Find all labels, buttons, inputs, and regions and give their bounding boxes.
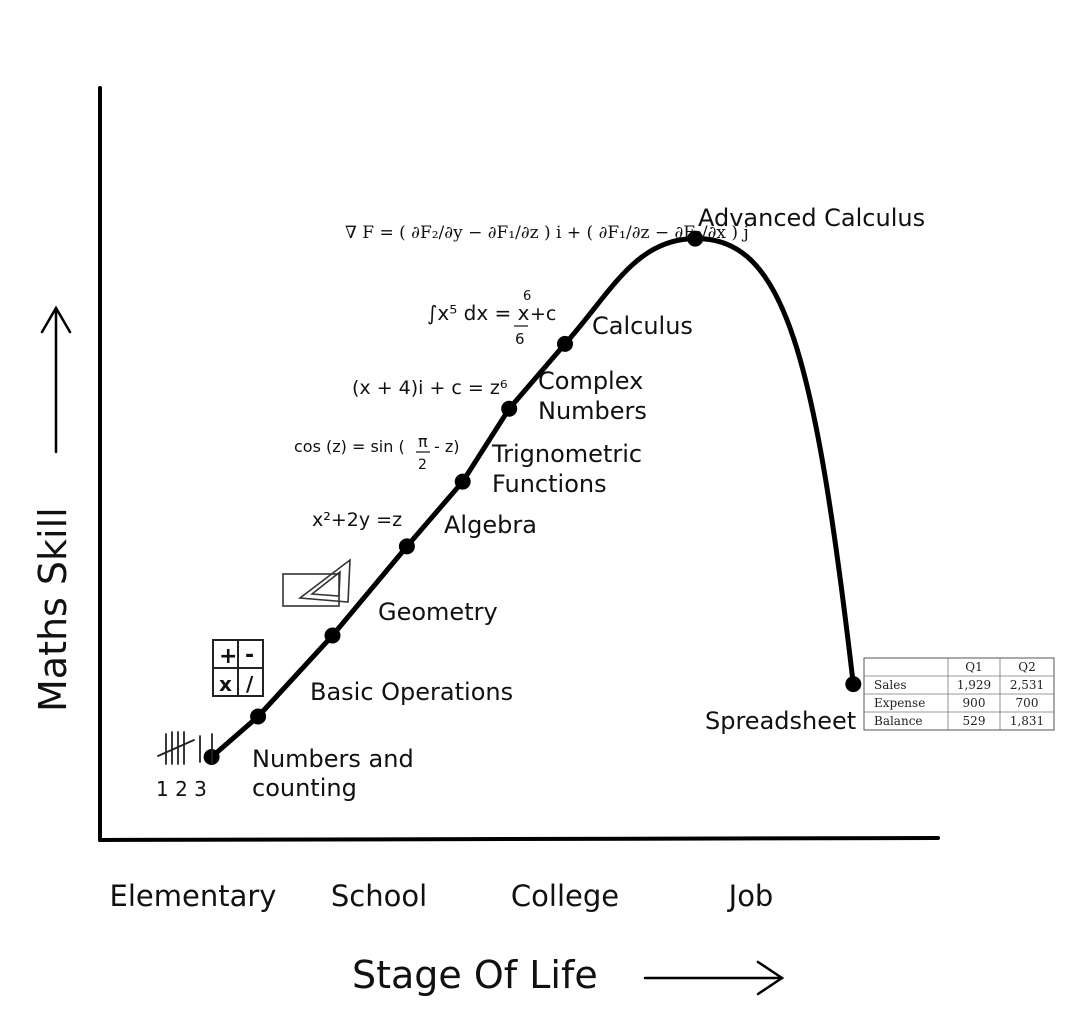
label-algebra: Algebra xyxy=(444,511,537,539)
trig-formula: cos (z) = sin ( π 2 - z) xyxy=(294,432,460,473)
table-cell: Balance xyxy=(874,714,923,728)
table-header-cell: Q1 xyxy=(965,660,982,674)
point-marker xyxy=(250,708,267,725)
svg-text:2: 2 xyxy=(418,457,427,473)
x-axis-label: Stage Of Life xyxy=(352,953,598,997)
point-marker xyxy=(324,627,341,644)
y-axis-arrow xyxy=(40,305,72,454)
point-marker xyxy=(845,676,862,693)
y-axis-line xyxy=(98,86,103,842)
label-advanced-calculus: Advanced Calculus xyxy=(698,204,925,232)
op-divide: / xyxy=(246,672,254,696)
geometry-sketch-icon xyxy=(282,558,351,607)
table-cell: 900 xyxy=(963,696,986,710)
label-spreadsheet: Spreadsheet xyxy=(705,707,856,735)
x-tick-label: Elementary xyxy=(110,879,277,913)
label-complex-line2: Numbers xyxy=(538,397,647,425)
x-tick-label: Job xyxy=(727,879,774,913)
algebra-formula: x²+2y =z xyxy=(312,509,402,531)
table-cell: 700 xyxy=(1016,696,1039,710)
op-minus: - xyxy=(245,643,254,668)
table-cell: 529 xyxy=(963,714,986,728)
svg-text:6: 6 xyxy=(523,289,531,304)
spreadsheet-table: Sales Expense Balance Q1 1,929 900 529 Q2 2,531 7… xyxy=(863,657,1055,731)
skill-curve xyxy=(209,236,856,760)
label-basic-operations: Basic Operations xyxy=(310,678,513,706)
x-axis-line xyxy=(98,836,940,842)
x-tick-label: College xyxy=(511,879,619,913)
table-cell: 2,531 xyxy=(1010,678,1044,692)
operations-grid-icon: + - x / xyxy=(212,639,264,697)
label-numbers-line2: counting xyxy=(252,774,357,802)
svg-text:+c: +c xyxy=(530,303,556,325)
x-category-labels: Elementary School College Job xyxy=(110,879,774,913)
label-complex-line1: Complex xyxy=(538,367,643,395)
label-geometry: Geometry xyxy=(378,598,498,626)
point-marker xyxy=(687,230,704,247)
complex-formula: (x + 4)i + c = z⁶ xyxy=(352,377,507,399)
svg-text:6: 6 xyxy=(515,330,525,348)
y-axis-label: Maths Skill xyxy=(31,507,75,712)
point-marker xyxy=(501,400,518,417)
table-header-cell: Q2 xyxy=(1018,660,1035,674)
table-cell: 1,831 xyxy=(1010,714,1044,728)
table-cell: Expense xyxy=(874,696,925,710)
point-marker xyxy=(557,335,573,352)
label-trig-line2: Functions xyxy=(492,470,607,498)
point-markers xyxy=(203,230,862,765)
point-marker xyxy=(398,538,415,555)
point-marker xyxy=(454,473,471,490)
label-calculus: Calculus xyxy=(592,312,693,340)
op-times: x xyxy=(219,672,232,696)
svg-text:- z): - z) xyxy=(434,437,460,456)
op-plus: + xyxy=(219,644,237,669)
svg-text:cos (z) = sin (: cos (z) = sin ( xyxy=(294,437,405,456)
tally-marks-icon xyxy=(157,731,213,765)
svg-text:∫x⁵ dx = x: ∫x⁵ dx = x xyxy=(427,301,530,325)
table-cell: Sales xyxy=(874,678,906,692)
advanced-calculus-formula: ∇ F = ( ∂F₂/∂y − ∂F₁/∂z ) i + ( ∂F₁/∂z −… xyxy=(345,223,749,243)
calculus-formula: ∫x⁵ dx = x 6 +c 6 xyxy=(427,289,556,348)
x-tick-label: School xyxy=(331,879,427,913)
x-axis-arrow xyxy=(643,960,785,996)
svg-text:π: π xyxy=(418,432,428,451)
label-trig-line1: Trignometric xyxy=(491,440,642,468)
table-cell: 1,929 xyxy=(957,678,991,692)
label-numbers-line1: Numbers and xyxy=(252,745,414,773)
tally-numbers: 1 2 3 xyxy=(156,777,207,801)
